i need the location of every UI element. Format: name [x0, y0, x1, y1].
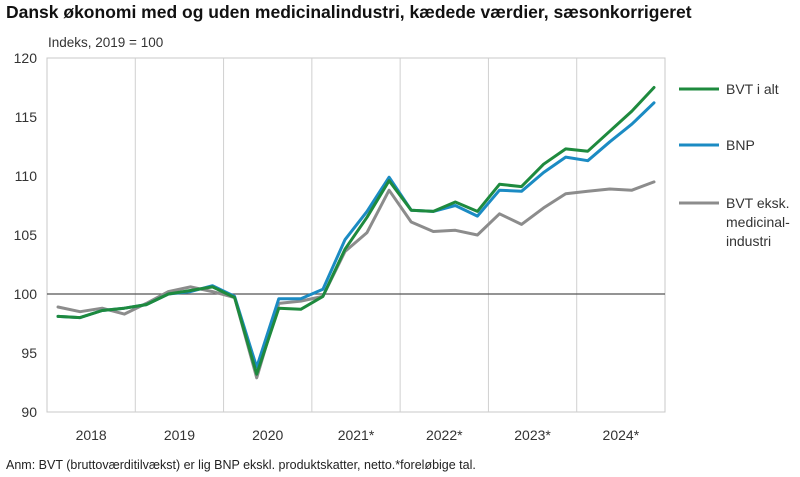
- legend-label: BVT i alt: [726, 81, 779, 97]
- plot-frame: [46, 57, 666, 413]
- x-tick-label: 2020: [252, 427, 283, 443]
- series-line: [56, 86, 656, 376]
- line-chart: 90 95 100 105 110 115 120 2018 2019 2020 2021* 2022…: [14, 35, 790, 443]
- chart-title: Dansk økonomi med og uden medicinalindus…: [6, 2, 692, 22]
- grid-layer: [46, 57, 666, 413]
- legend-layer: BVT i alt BNP BVT eksk. medicinal-industri: [679, 81, 790, 249]
- y-tick-label: 95: [21, 345, 37, 361]
- y-tick-label: 105: [14, 227, 38, 243]
- y-tick-label: 120: [14, 50, 38, 66]
- x-tick-label: 2022*: [426, 427, 463, 443]
- legend-label: medicinal-: [726, 214, 790, 230]
- footnote: Anm: BVT (bruttoværditilvækst) er lig BN…: [6, 458, 476, 472]
- y-tick-label: 100: [14, 286, 38, 302]
- x-tick-label: 2024*: [603, 427, 640, 443]
- y-tick-label: 90: [21, 404, 37, 420]
- axis-layer: 90 95 100 105 110 115 120 2018 2019 2020 2021* 2022…: [14, 50, 665, 443]
- x-tick-label: 2021*: [338, 427, 375, 443]
- x-tick-label: 2023*: [514, 427, 551, 443]
- y-tick-label: 115: [15, 109, 38, 125]
- x-tick-label: 2018: [76, 427, 107, 443]
- y-tick-label: 110: [15, 168, 38, 184]
- series-layer: [56, 86, 656, 380]
- y-axis-label: Indeks, 2019 = 100: [48, 35, 163, 50]
- x-tick-label: 2019: [164, 427, 195, 443]
- legend-label: BNP: [726, 137, 755, 153]
- series-line: [56, 180, 656, 380]
- legend-label: BVT eksk.: [726, 195, 790, 211]
- legend-label: industri: [726, 233, 771, 249]
